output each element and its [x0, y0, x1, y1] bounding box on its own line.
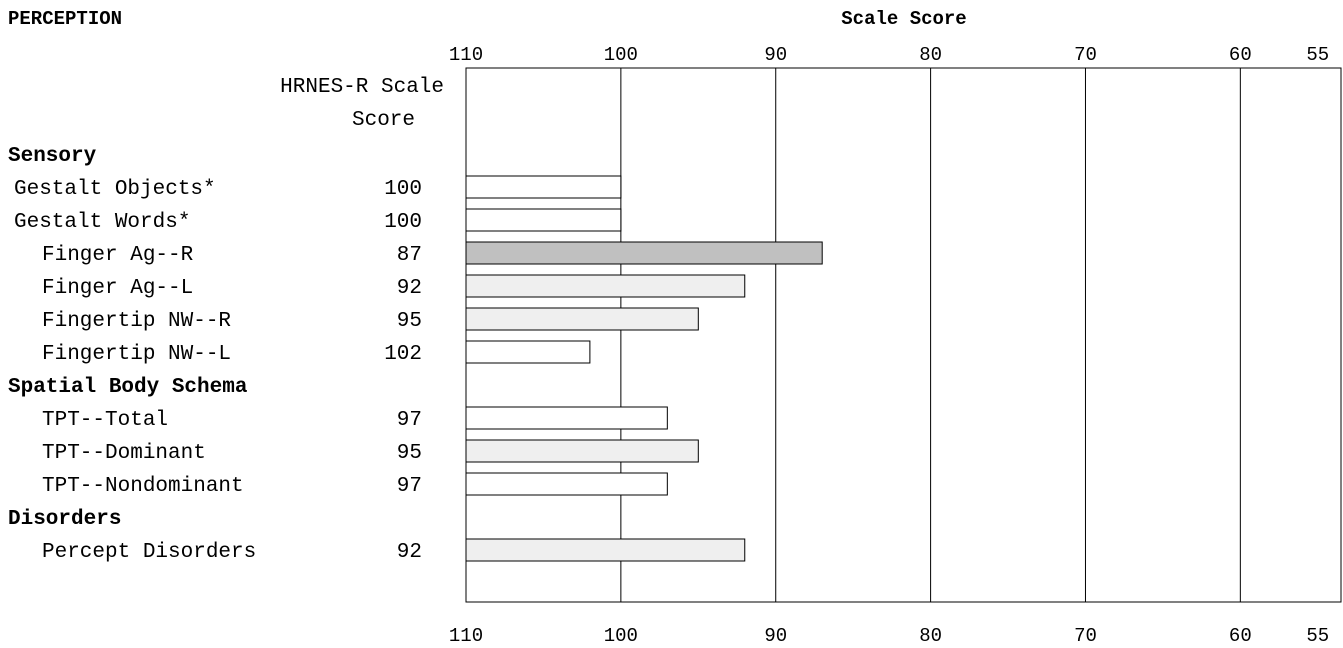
- x-tick-label: 80: [919, 625, 942, 647]
- row-score-label: 92: [397, 541, 422, 564]
- row-score-label: 100: [384, 178, 422, 201]
- row-label: Fingertip NW--R: [42, 310, 231, 333]
- row-label: TPT--Dominant: [42, 442, 206, 465]
- row-score-label: 95: [397, 310, 422, 333]
- x-tick-label: 110: [449, 625, 483, 647]
- x-tick-label: 90: [764, 44, 787, 66]
- row-score-label: 97: [397, 475, 422, 498]
- gridlines: [620, 68, 1241, 602]
- score-column-header: Score: [352, 109, 415, 132]
- row-label: Fingertip NW--L: [42, 343, 231, 366]
- bar: [465, 175, 622, 199]
- x-tick-label: 100: [604, 44, 638, 66]
- row-label: TPT--Nondominant: [42, 475, 244, 498]
- bar: [465, 406, 668, 430]
- row-label: TPT--Total: [42, 409, 168, 432]
- x-tick-label: 55: [1306, 44, 1329, 66]
- page-title: PERCEPTION: [8, 8, 122, 30]
- x-tick-label: 90: [764, 625, 787, 647]
- top-axis-ticks: 110 100 90 80 70 60 55: [449, 44, 1329, 66]
- x-tick-label: 55: [1306, 625, 1329, 647]
- x-tick-label: 60: [1229, 44, 1252, 66]
- group-label: Disorders: [8, 508, 121, 531]
- bar: [465, 439, 699, 463]
- x-tick-label: 100: [604, 625, 638, 647]
- row-score-label: 102: [384, 343, 422, 366]
- bar: [465, 208, 622, 232]
- x-tick-label: 70: [1074, 44, 1097, 66]
- x-tick-label: 60: [1229, 625, 1252, 647]
- bar: [465, 274, 746, 298]
- bar: [465, 307, 699, 331]
- row-score-label: 100: [384, 211, 422, 234]
- chart-title: Scale Score: [841, 8, 966, 30]
- bar: [465, 241, 823, 265]
- score-column-header: HRNES-R Scale: [280, 76, 444, 99]
- x-tick-label: 110: [449, 44, 483, 66]
- row-label: Finger Ag--R: [42, 244, 194, 267]
- x-tick-label: 80: [919, 44, 942, 66]
- row-label: Percept Disorders: [42, 541, 256, 564]
- row-score-label: 87: [397, 244, 422, 267]
- group-label: Sensory: [8, 145, 97, 168]
- row-score-label: 92: [397, 277, 422, 300]
- x-tick-label: 70: [1074, 625, 1097, 647]
- row-label: Gestalt Words*: [14, 211, 190, 234]
- bottom-axis-ticks: 110 100 90 80 70 60 55: [449, 625, 1329, 647]
- bar: [465, 538, 746, 562]
- row-label: Finger Ag--L: [42, 277, 193, 300]
- bar: [465, 472, 668, 496]
- row-score-label: 97: [397, 409, 422, 432]
- group-label: Spatial Body Schema: [8, 376, 248, 399]
- plot-frame: [465, 67, 1342, 603]
- bars: [465, 175, 823, 562]
- row-labels: Sensory Gestalt Objects* 100 Gestalt Words*…: [8, 145, 422, 564]
- row-score-label: 95: [397, 442, 422, 465]
- row-label: Gestalt Objects*: [14, 178, 216, 201]
- bar: [465, 340, 591, 364]
